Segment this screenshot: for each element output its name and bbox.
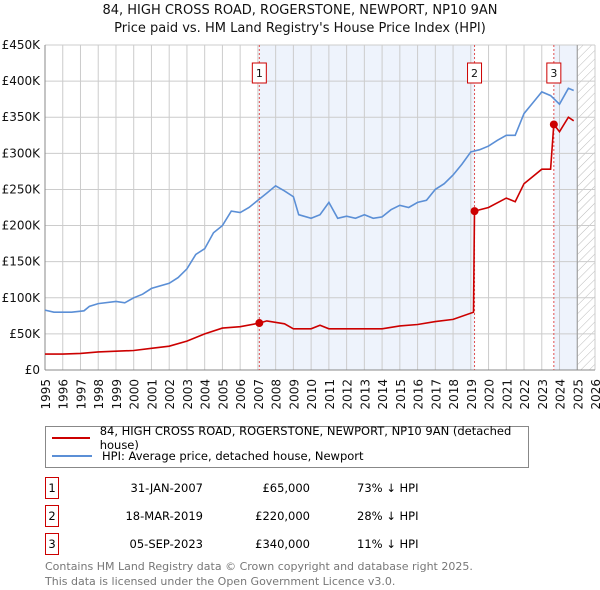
y-tick-label: £50K [9, 327, 41, 341]
price-chart: 1995 1996 1997 1998 1999 2000 2001 2002 2003 2004… [2, 38, 600, 410]
x-tick-label: 2021 [500, 379, 514, 410]
legend-label: HPI: Average price, detached house, Newp… [102, 449, 364, 463]
sale-point [255, 319, 264, 328]
x-tick-label: 1996 [57, 379, 71, 410]
x-tick-label: 2024 [554, 379, 568, 410]
marker-badge: 2 [45, 505, 59, 527]
forecast-hatch [577, 45, 595, 370]
x-tick-label: 1997 [74, 379, 88, 410]
x-tick-label: 2006 [234, 379, 248, 410]
legend-label: 84, HIGH CROSS ROAD, ROGERSTONE, NEWPORT… [99, 424, 512, 452]
x-tick-label: 1998 [92, 379, 106, 410]
transaction-price: £65,000 [262, 481, 310, 495]
y-tick-label: £350K [2, 110, 42, 124]
x-tick-label: 2004 [199, 379, 213, 410]
legend-item-hpi: HPI: Average price, detached house, Newp… [52, 447, 364, 465]
transaction-price: £220,000 [255, 509, 310, 523]
transaction-date: 31-JAN-2007 [130, 481, 204, 495]
x-tick-label: 2011 [323, 379, 337, 410]
sale-point [470, 207, 479, 216]
x-tick-label: 2018 [447, 379, 461, 410]
legend: 84, HIGH CROSS ROAD, ROGERSTONE, NEWPORT… [45, 424, 529, 468]
x-tick-label: 1999 [110, 379, 124, 410]
x-tick-label: 2025 [571, 379, 585, 410]
x-tick-label: 2013 [358, 379, 372, 410]
x-tick-label: 2017 [429, 379, 443, 410]
x-tick-label: 2019 [465, 379, 479, 410]
x-tick-label: 2014 [376, 379, 390, 410]
transaction-hpi: 28% ↓ HPI [357, 509, 419, 523]
transaction-date: 05-SEP-2023 [129, 537, 203, 551]
legend-item-property: 84, HIGH CROSS ROAD, ROGERSTONE, NEWPORT… [52, 424, 528, 452]
y-tick-label: £250K [2, 182, 42, 196]
x-tick-label: 2003 [181, 379, 195, 410]
transaction-price: £340,000 [255, 537, 310, 551]
sale-label-box [546, 62, 562, 84]
y-tick-label: £150K [2, 255, 42, 269]
x-tick-label: 2000 [128, 379, 142, 410]
x-tick-label: 2008 [270, 379, 284, 410]
y-tick-label: £450K [2, 38, 42, 52]
x-tick-label: 2022 [518, 379, 532, 410]
property-price-line [45, 116, 575, 355]
sale-label-box [467, 62, 483, 84]
y-tick-label: £400K [2, 74, 42, 88]
sale-label: 2 [471, 67, 478, 80]
chart-subtitle: Price paid vs. HM Land Registry's House … [114, 21, 486, 36]
footer-licence: This data is licensed under the Open Gov… [45, 575, 396, 588]
y-tick-label: £100K [2, 291, 42, 305]
hpi-line [44, 87, 575, 314]
transaction-row: 3 05-SEP-2023 £340,000 11% ↓ HPI [45, 533, 445, 555]
y-tick-label: £200K [2, 219, 42, 233]
x-tick-label: 2002 [163, 379, 177, 410]
shaded-period [259, 45, 475, 370]
legend-swatch-blue [52, 455, 92, 457]
x-tick-label: 2015 [394, 379, 408, 410]
sale-label: 1 [256, 67, 263, 80]
x-tick-label: 2023 [536, 379, 550, 410]
legend-swatch-red [52, 437, 90, 439]
sale-point [549, 120, 558, 129]
footer-copyright: Contains HM Land Registry data © Crown c… [45, 560, 473, 573]
transaction-hpi: 73% ↓ HPI [357, 481, 419, 495]
x-tick-label: 2016 [412, 379, 426, 410]
x-tick-label: 2009 [287, 379, 301, 410]
x-tick-label: 2007 [252, 379, 266, 410]
y-tick-label: £0 [25, 363, 40, 377]
x-tick-label: 2001 [145, 379, 159, 410]
transaction-hpi: 11% ↓ HPI [357, 537, 419, 551]
transaction-date: 18-MAR-2019 [125, 509, 203, 523]
marker-badge: 3 [45, 533, 59, 555]
x-tick-label: 2026 [589, 379, 600, 410]
x-tick-label: 1995 [39, 379, 53, 410]
x-tick-label: 2020 [483, 379, 497, 410]
y-tick-label: £300K [2, 146, 42, 160]
marker-badge: 1 [45, 477, 59, 499]
chart-title: 84, HIGH CROSS ROAD, ROGERSTONE, NEWPORT… [102, 3, 498, 18]
x-tick-label: 2005 [216, 379, 230, 410]
transaction-row: 1 31-JAN-2007 £65,000 73% ↓ HPI [45, 477, 445, 499]
transaction-row: 2 18-MAR-2019 £220,000 28% ↓ HPI [45, 505, 445, 527]
x-tick-label: 2010 [305, 379, 319, 410]
sale-label-box [251, 62, 267, 84]
sale-label: 3 [550, 67, 557, 80]
x-tick-label: 2012 [341, 379, 355, 410]
